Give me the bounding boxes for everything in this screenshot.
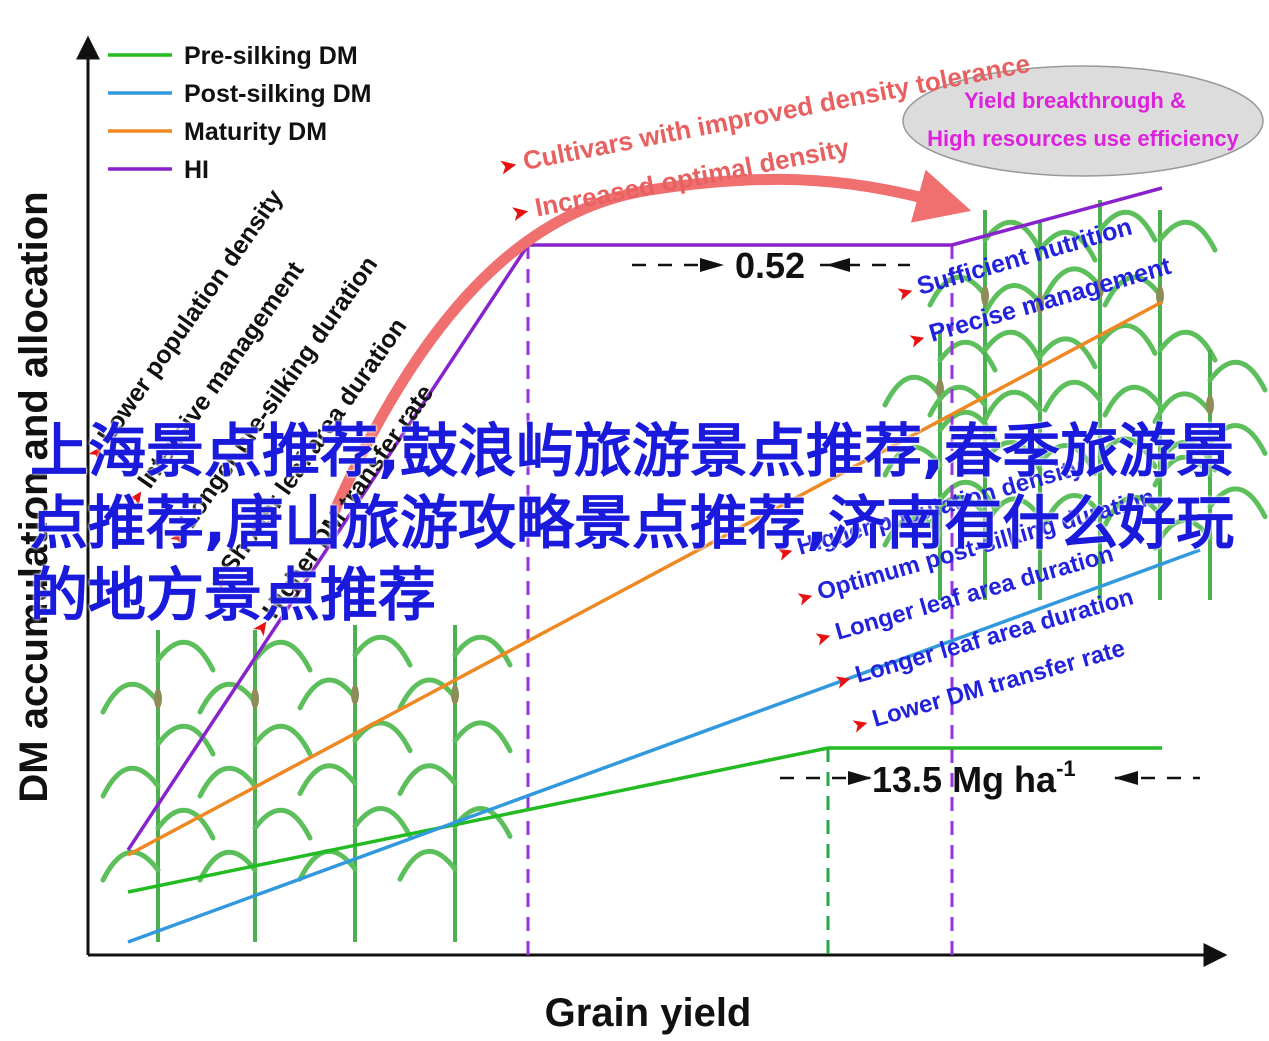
maize-leaf <box>927 494 988 528</box>
maize-leaf <box>982 389 1043 423</box>
maize-leaf <box>1152 454 1213 488</box>
maize-leaf <box>1207 486 1268 520</box>
maize-ear <box>351 684 359 705</box>
factor-bullet: ➤ <box>894 280 916 306</box>
ellipse-text-line-1: Yield breakthrough & <box>964 88 1186 113</box>
maize-leaf <box>452 634 513 668</box>
maize-leaf <box>1097 323 1158 356</box>
yield-span-arrowhead-right <box>1114 771 1138 785</box>
maize-leaf <box>352 634 413 668</box>
maize-leaf <box>1152 518 1213 551</box>
factor-bullet: ➤ <box>774 540 796 566</box>
maize-leaf <box>155 639 216 673</box>
maize-leaf <box>1157 329 1218 363</box>
maize-leaf <box>352 806 413 839</box>
maize-leaf <box>252 723 313 757</box>
legend-label-hi: HI <box>184 156 209 184</box>
maize-ear <box>251 688 259 709</box>
maize-ear <box>1156 285 1164 306</box>
maize-leaf <box>1207 423 1268 456</box>
maize-leaf <box>882 444 943 478</box>
maize-leaf <box>452 720 513 754</box>
maize-leaf <box>1102 494 1163 528</box>
maize-leaf <box>397 849 458 882</box>
maize-leaf <box>297 763 358 796</box>
maize-leaf <box>982 496 1043 530</box>
hi-span-arrowhead-left <box>700 258 724 272</box>
maize-leaf <box>927 274 988 308</box>
maize-leaf <box>1152 391 1213 425</box>
arrow-label-bullet: ➤ <box>497 152 520 180</box>
factor-bullet: ➤ <box>832 668 854 694</box>
maize-ear <box>981 285 989 306</box>
series-line-maturity-dm <box>127 300 1163 857</box>
maize-leaf <box>297 677 358 711</box>
maize-leaf <box>197 765 258 799</box>
maize-leaf <box>1207 359 1268 393</box>
maize-leaf <box>937 479 998 513</box>
legend-label-post-silking-dm: Post-silking DM <box>184 80 372 108</box>
maize-leaf <box>937 339 998 373</box>
overlay-text: 上海景点推荐,鼓浪屿旅游景点推荐,春季旅游景点推荐,唐山旅游攻略景点推荐,济南有… <box>30 417 1235 629</box>
ellipse-text-line-2: High resources use efficiency <box>927 126 1240 151</box>
factor-bullet: ➤ <box>906 327 928 353</box>
maize-ear <box>1036 293 1044 314</box>
yield-span-arrowhead-left <box>848 771 872 785</box>
maize-leaf <box>252 807 313 841</box>
y-axis-title: DM accumulation and allocation <box>12 191 56 802</box>
maize-leaf <box>1097 436 1158 470</box>
factor-bullet: ➤ <box>812 625 834 651</box>
maize-leaf <box>197 681 258 715</box>
maize-leaf <box>197 849 258 883</box>
legend: Pre-silking DM Post-silking DM Maturity … <box>108 42 372 184</box>
maize-leaf <box>397 677 458 711</box>
maize-leaf <box>155 723 216 757</box>
yield-unit-exponent: -1 <box>1056 756 1076 781</box>
maize-leaf <box>397 763 458 796</box>
series-line-hi <box>126 186 1163 851</box>
maize-ear <box>1096 278 1104 298</box>
maize-ear <box>154 688 162 709</box>
maize-ear <box>1206 395 1214 415</box>
maize-leaf <box>1037 443 1098 476</box>
hi-value-label: 0.52 <box>735 245 805 286</box>
maize-leaf <box>100 849 161 883</box>
series-line-pre-silking-dm <box>127 746 1162 894</box>
legend-label-maturity-dm: Maturity DM <box>184 118 327 146</box>
arrow-label-bullet: ➤ <box>509 198 532 226</box>
maize-leaf <box>1097 209 1158 243</box>
series-line-post-silking-dm <box>127 548 1201 944</box>
maize-leaf <box>982 439 1043 473</box>
maize-leaf <box>1037 229 1098 263</box>
maize-leaf <box>1042 493 1103 526</box>
maize-leaf <box>937 409 998 443</box>
maize-leaf <box>882 514 943 548</box>
maize-leaf <box>1042 266 1103 300</box>
yield-value-label: 13.5 Mg ha-1 <box>872 756 1076 800</box>
maize-leaf <box>982 283 1043 316</box>
legend-label-pre-silking-dm: Pre-silking DM <box>184 42 358 70</box>
maize-plants-illustration <box>100 200 1268 942</box>
maize-leaf <box>1102 274 1163 308</box>
factor-bullet: ➤ <box>849 712 871 738</box>
maize-leaf <box>1037 336 1098 370</box>
maize-leaf <box>252 639 313 673</box>
curved-arrow <box>329 169 972 516</box>
factor-bullet: ➤ <box>794 585 816 611</box>
maize-leaf <box>1042 379 1103 413</box>
maize-leaf <box>100 681 161 715</box>
maize-leaf <box>1157 219 1218 253</box>
yield-breakthrough-ellipse <box>902 65 1264 177</box>
maize-leaf <box>100 765 161 799</box>
maize-leaf <box>882 374 943 408</box>
maize-leaf <box>1102 384 1163 418</box>
maize-leaf <box>155 807 216 841</box>
yield-value: 13.5 Mg ha <box>872 759 1057 800</box>
x-axis-title: Grain yield <box>545 991 752 1035</box>
maize-ear <box>451 684 459 705</box>
maize-leaf <box>982 329 1043 363</box>
maize-leaf <box>352 720 413 754</box>
hi-span-arrowhead-right <box>826 258 850 272</box>
